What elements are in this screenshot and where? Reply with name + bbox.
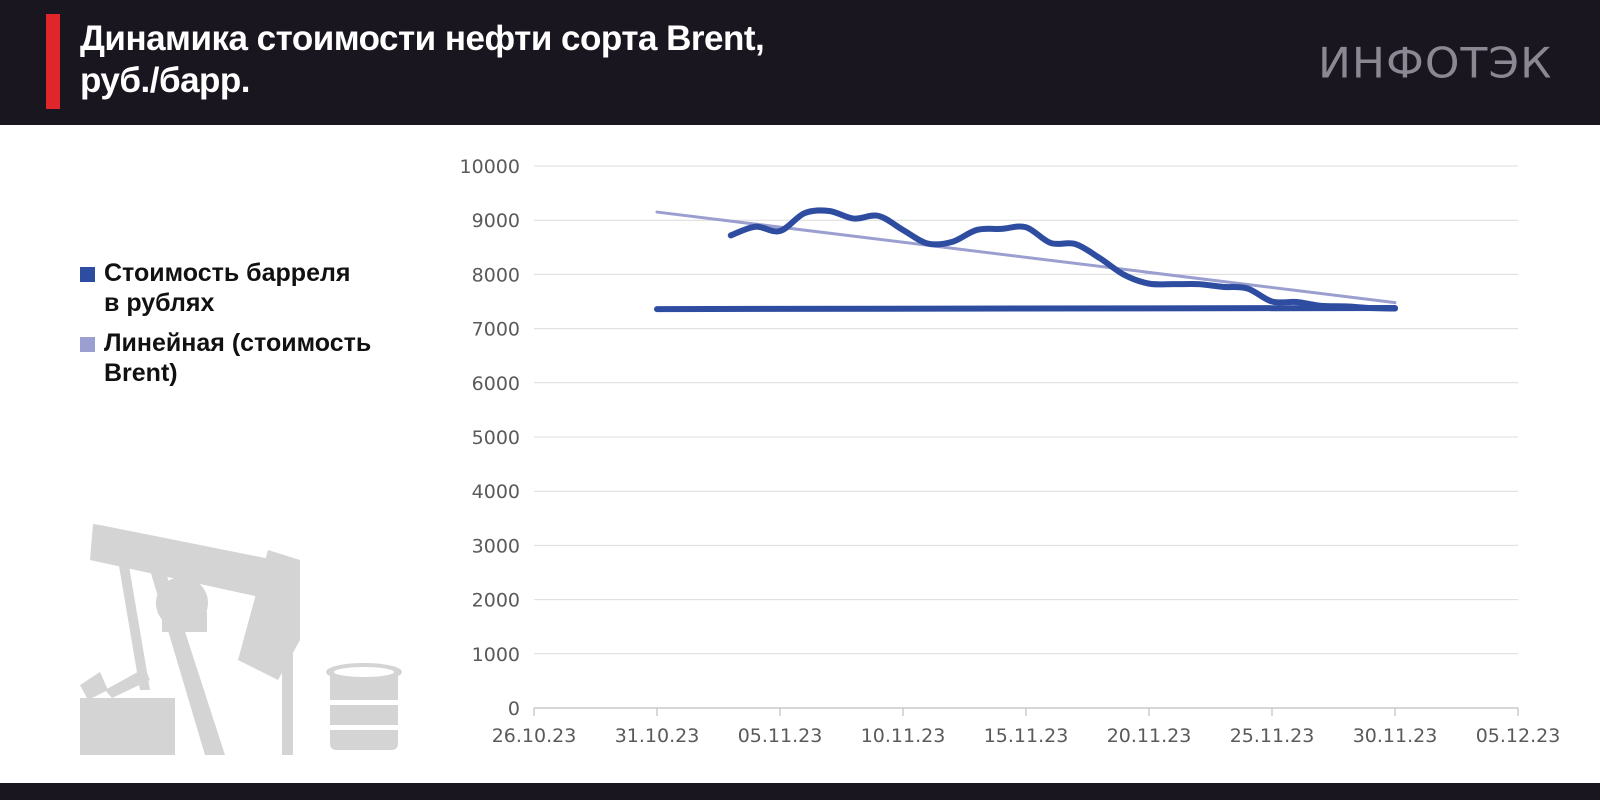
legend-label-trend-line1: Линейная (стоимость bbox=[104, 329, 372, 357]
y-tick-label-6000: 6000 bbox=[472, 373, 520, 395]
grid-lines bbox=[534, 165, 1518, 655]
y-tick-label-2000: 2000 bbox=[472, 590, 520, 612]
accent-bar bbox=[46, 14, 60, 109]
y-tick-label-4000: 4000 bbox=[472, 481, 520, 503]
series-lines bbox=[654, 207, 1398, 313]
legend-item-price: Стоимость барреля в рублях bbox=[80, 258, 410, 318]
footer-bar bbox=[0, 783, 1600, 800]
legend-swatch-trend bbox=[80, 337, 95, 352]
x-tick-label-15.11.23: 15.11.23 bbox=[984, 725, 1069, 747]
y-tick-label-0: 0 bbox=[508, 698, 520, 720]
oil-barrel-icon bbox=[326, 663, 402, 750]
x-tick-label-25.11.23: 25.11.23 bbox=[1230, 725, 1315, 747]
header-bar: Динамика стоимости нефти сорта Brent, ру… bbox=[0, 0, 1600, 125]
x-tick-label-31.10.23: 31.10.23 bbox=[615, 725, 700, 747]
y-tick-label-3000: 3000 bbox=[472, 535, 520, 557]
legend-label-price-line2: в рублях bbox=[104, 289, 215, 317]
y-tick-label-8000: 8000 bbox=[472, 264, 520, 286]
series-line-price-flat bbox=[654, 305, 1398, 313]
y-tick-label-9000: 9000 bbox=[472, 210, 520, 232]
x-tick-label-30.11.23: 30.11.23 bbox=[1353, 725, 1438, 747]
series-line-trend bbox=[655, 210, 1397, 305]
series-line-price bbox=[727, 207, 1398, 312]
title-line-1: Динамика стоимости нефти сорта Brent, bbox=[80, 19, 765, 58]
oil-pump-icon bbox=[80, 524, 300, 755]
legend-item-trend: Линейная (стоимость Brent) bbox=[80, 328, 410, 388]
logo: ИНФОТЭК bbox=[1318, 39, 1553, 88]
chart-legend: Стоимость барреля в рублях Линейная (сто… bbox=[80, 258, 410, 398]
y-tick-label-10000: 10000 bbox=[460, 156, 520, 178]
y-tick-label-1000: 1000 bbox=[472, 644, 520, 666]
title-line-2: руб./барр. bbox=[80, 61, 251, 100]
y-tick-label-7000: 7000 bbox=[472, 319, 520, 341]
legend-label-trend-line2: Brent) bbox=[104, 359, 178, 387]
chart-title: Динамика стоимости нефти сорта Brent, ру… bbox=[80, 18, 980, 102]
x-axis: 26.10.23 31.10.23 05.11.23 10.11.23 15.11.23… bbox=[492, 707, 1561, 747]
y-tick-label-5000: 5000 bbox=[472, 427, 520, 449]
legend-swatch-price bbox=[80, 267, 95, 282]
y-axis-ticks: 0 1000 2000 3000 4000 5000 6000 7000 8000 9000 100… bbox=[460, 156, 520, 720]
legend-label-price-line1: Стоимость барреля bbox=[104, 259, 351, 287]
x-tick-label-26.10.23: 26.10.23 bbox=[492, 725, 577, 747]
x-tick-label-05.11.23: 05.11.23 bbox=[738, 725, 823, 747]
x-tick-label-20.11.23: 20.11.23 bbox=[1107, 725, 1192, 747]
x-tick-label-10.11.23: 10.11.23 bbox=[861, 725, 946, 747]
x-tick-label-05.12.23: 05.12.23 bbox=[1476, 725, 1561, 747]
